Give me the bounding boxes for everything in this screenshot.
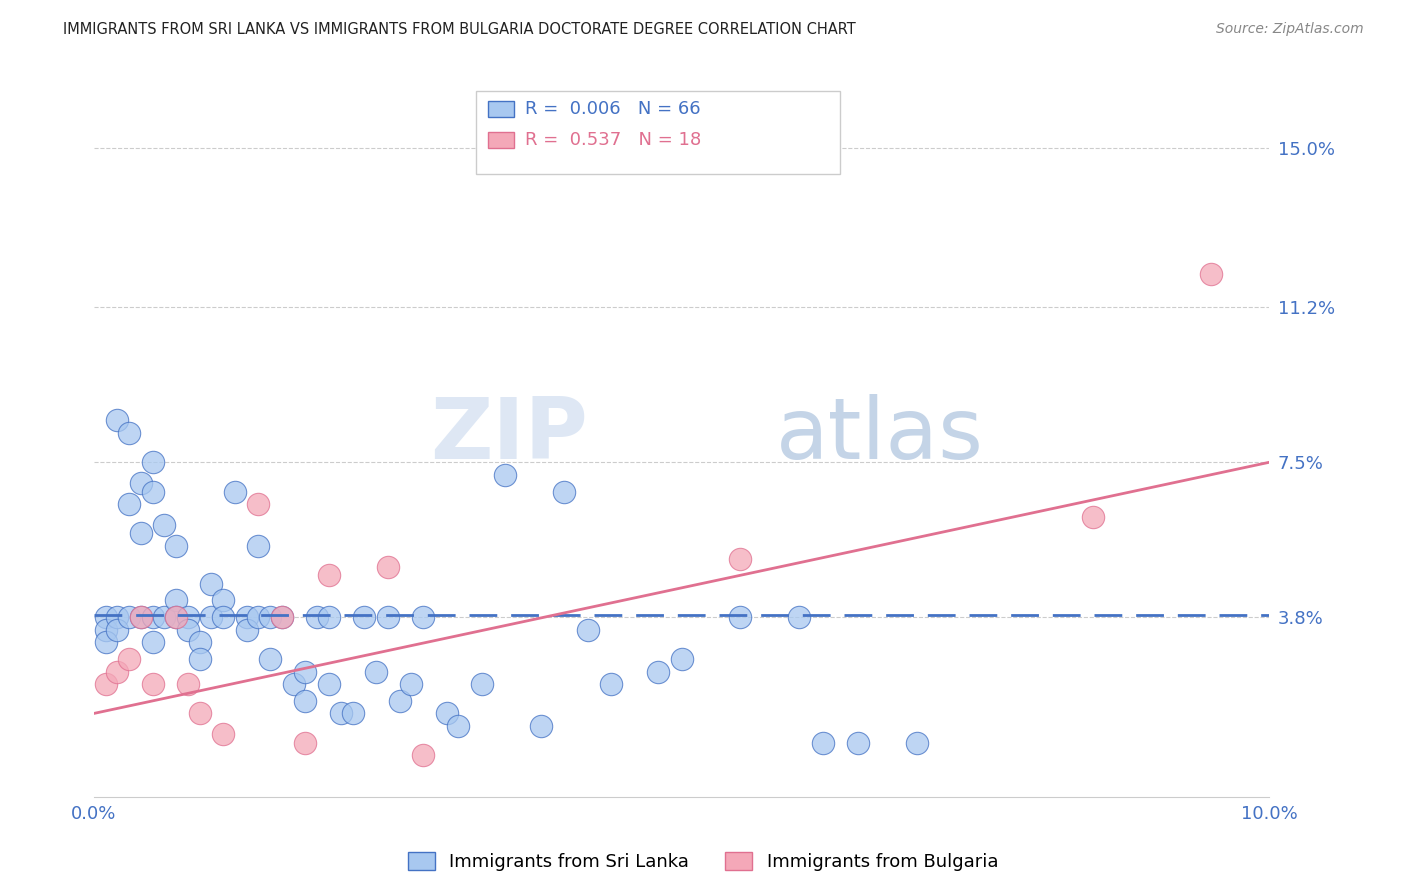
Point <box>177 677 200 691</box>
Point <box>353 610 375 624</box>
Point <box>329 706 352 721</box>
Point <box>447 719 470 733</box>
Point <box>247 539 270 553</box>
Point <box>471 677 494 691</box>
Point <box>142 455 165 469</box>
Point <box>283 677 305 691</box>
Point <box>412 748 434 763</box>
Point <box>553 484 575 499</box>
Point <box>235 610 257 624</box>
Point <box>1199 267 1222 281</box>
FancyBboxPatch shape <box>475 91 841 174</box>
Point <box>671 652 693 666</box>
Point <box>188 706 211 721</box>
Text: ZIP: ZIP <box>430 393 588 476</box>
Point <box>94 623 117 637</box>
Point <box>142 610 165 624</box>
Point <box>342 706 364 721</box>
Point <box>1081 509 1104 524</box>
Point <box>212 610 235 624</box>
Point <box>153 518 176 533</box>
Point <box>165 610 187 624</box>
Point <box>787 610 810 624</box>
Point <box>118 610 141 624</box>
Point <box>142 484 165 499</box>
Point <box>94 635 117 649</box>
Point <box>307 610 329 624</box>
Point <box>188 652 211 666</box>
Point <box>177 610 200 624</box>
Point <box>142 635 165 649</box>
Point <box>200 576 222 591</box>
Point <box>212 593 235 607</box>
Point <box>318 568 340 582</box>
Point <box>529 719 551 733</box>
Point <box>129 476 152 491</box>
Point <box>576 623 599 637</box>
Point <box>177 623 200 637</box>
Point <box>200 610 222 624</box>
Point <box>118 652 141 666</box>
FancyBboxPatch shape <box>488 132 513 148</box>
Point <box>318 610 340 624</box>
Point <box>401 677 423 691</box>
Text: R =  0.006   N = 66: R = 0.006 N = 66 <box>526 100 702 118</box>
Point <box>118 425 141 440</box>
Point <box>165 539 187 553</box>
Point <box>118 497 141 511</box>
FancyBboxPatch shape <box>488 101 513 117</box>
Point <box>846 736 869 750</box>
Point <box>129 526 152 541</box>
Text: R =  0.537   N = 18: R = 0.537 N = 18 <box>526 131 702 149</box>
Point <box>647 665 669 679</box>
Point <box>107 413 129 427</box>
Point <box>259 610 281 624</box>
Point <box>107 610 129 624</box>
Point <box>235 623 257 637</box>
Point <box>188 635 211 649</box>
Point <box>436 706 458 721</box>
Point <box>730 610 752 624</box>
Point <box>212 727 235 741</box>
Point <box>165 593 187 607</box>
Point <box>271 610 294 624</box>
Point <box>94 610 117 624</box>
Text: atlas: atlas <box>776 393 984 476</box>
Point <box>259 652 281 666</box>
Point <box>129 610 152 624</box>
Point <box>271 610 294 624</box>
Point <box>107 665 129 679</box>
Point <box>94 677 117 691</box>
Point <box>294 665 316 679</box>
Text: IMMIGRANTS FROM SRI LANKA VS IMMIGRANTS FROM BULGARIA DOCTORATE DEGREE CORRELATI: IMMIGRANTS FROM SRI LANKA VS IMMIGRANTS … <box>63 22 856 37</box>
Point <box>412 610 434 624</box>
Point <box>153 610 176 624</box>
Point <box>142 677 165 691</box>
Point <box>318 677 340 691</box>
Point <box>247 610 270 624</box>
Legend: Immigrants from Sri Lanka, Immigrants from Bulgaria: Immigrants from Sri Lanka, Immigrants fr… <box>401 845 1005 879</box>
Point <box>388 694 411 708</box>
Point <box>377 610 399 624</box>
Point <box>107 623 129 637</box>
Point <box>600 677 623 691</box>
Point <box>247 497 270 511</box>
Point <box>165 610 187 624</box>
Point <box>377 560 399 574</box>
Point <box>811 736 834 750</box>
Point <box>730 551 752 566</box>
Point <box>364 665 387 679</box>
Point <box>294 694 316 708</box>
Point <box>905 736 928 750</box>
Text: Source: ZipAtlas.com: Source: ZipAtlas.com <box>1216 22 1364 37</box>
Point <box>224 484 246 499</box>
Point <box>494 467 516 482</box>
Point <box>294 736 316 750</box>
Point <box>129 610 152 624</box>
